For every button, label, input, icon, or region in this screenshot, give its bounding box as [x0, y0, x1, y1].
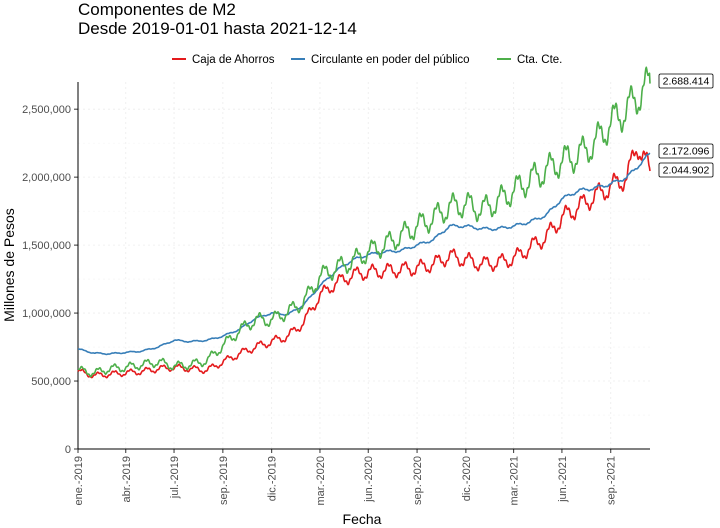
chart-title: Componentes de M2 [78, 0, 236, 19]
x-tick-label: sep.-2021 [606, 456, 618, 505]
end-label-box [658, 143, 714, 159]
x-tick-label: ene.-2019 [73, 456, 85, 506]
end-label-value: 2.688.414 [663, 76, 710, 88]
y-tick-label: 0 [65, 444, 71, 456]
end-label-box [658, 162, 714, 178]
x-tick-label: mar.-2021 [509, 456, 521, 506]
series-line-2 [77, 66, 651, 378]
legend-label: Cta. Cte. [517, 54, 562, 66]
series-line-1 [77, 152, 651, 356]
y-tick-label: 2,000,000 [22, 172, 71, 184]
y-tick-label: 1,000,000 [22, 308, 71, 320]
x-tick-label: jun.-2020 [363, 456, 375, 503]
x-tick-label: abr.-2019 [121, 456, 133, 502]
x-tick-label: jun.-2021 [557, 456, 569, 503]
end-label-value: 2.044.902 [663, 165, 710, 177]
chart-subtitle: Desde 2019-01-01 hasta 2021-12-14 [78, 19, 357, 38]
x-tick-label: jul.-2019 [169, 456, 181, 499]
x-tick-label: mar.-2020 [315, 456, 327, 506]
axes-layer: 0 500,000 1,000,000 1,500,000 2,000,000 2,500… [22, 82, 650, 506]
end-label-box [658, 73, 714, 89]
x-tick-label: sep.-2020 [412, 456, 424, 505]
x-tick-label: sep.-2019 [218, 456, 230, 505]
x-axis-title: Fecha [343, 511, 382, 527]
legend: Caja de Ahorros Circulante en poder del p… [172, 54, 562, 66]
x-tick-label: dic.-2019 [267, 456, 279, 501]
legend-label: Caja de Ahorros [192, 54, 275, 66]
y-tick-label: 1,500,000 [22, 240, 71, 252]
end-label-value: 2.172.096 [663, 146, 710, 158]
end-labels: 2.044.902 2.172.096 2.688.414 [658, 73, 714, 178]
y-axis-title: Millones de Pesos [1, 208, 17, 322]
legend-label: Circulante en poder del público [311, 54, 470, 66]
y-tick-label: 2,500,000 [22, 104, 71, 116]
grid-layer [77, 82, 650, 450]
series-layer [77, 66, 651, 379]
chart-title-block: Componentes de M2 Desde 2019-01-01 hasta… [78, 0, 357, 38]
y-tick-label: 500,000 [31, 376, 71, 388]
x-tick-label: dic.-2020 [461, 456, 473, 501]
